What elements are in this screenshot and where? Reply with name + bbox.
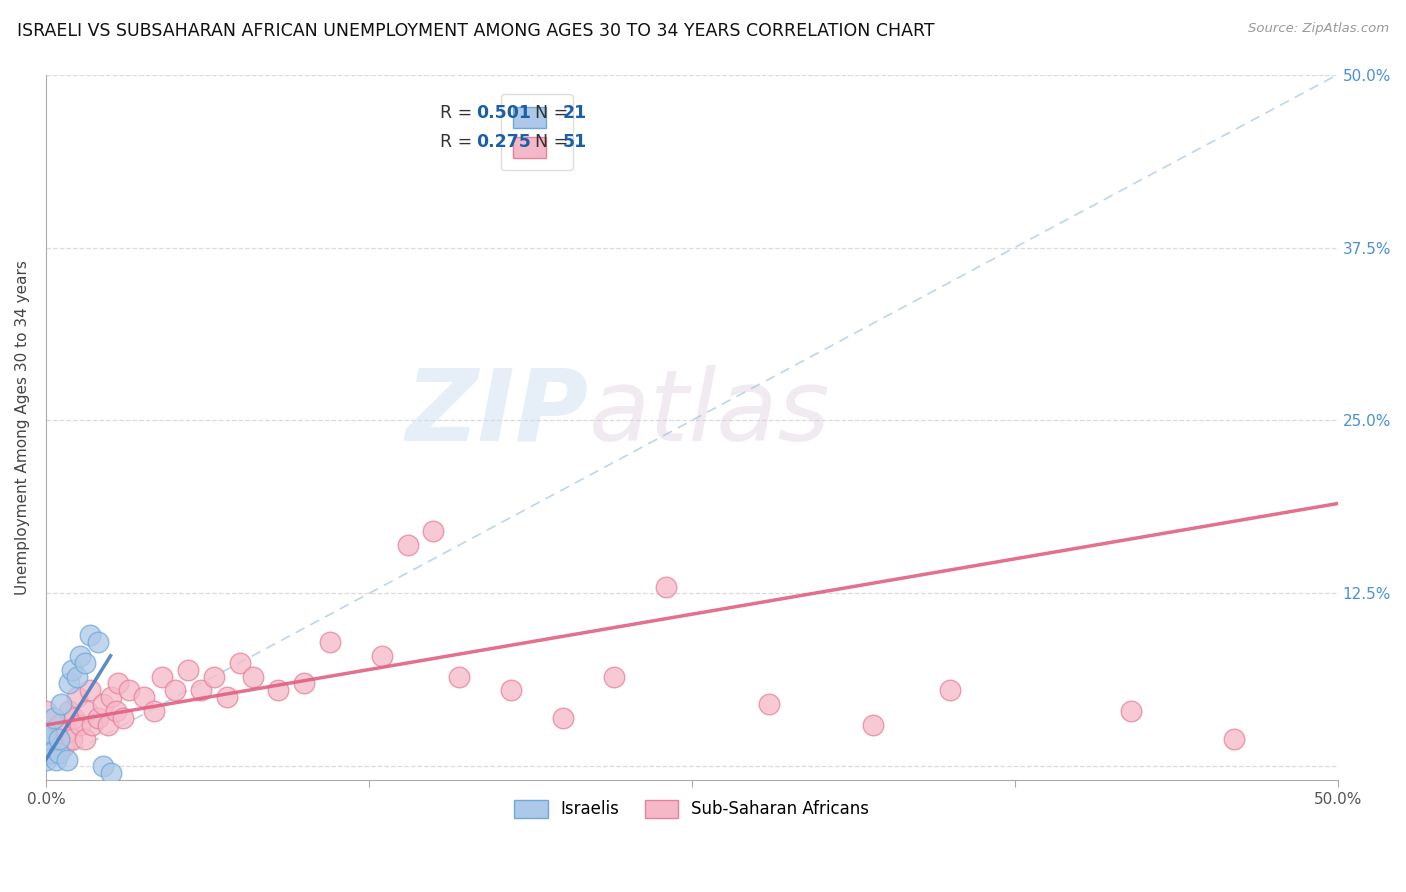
Text: 0.501: 0.501	[477, 104, 531, 122]
Point	[58, 676, 80, 690]
Text: ZIP: ZIP	[405, 365, 589, 462]
Point	[48, 746, 70, 760]
Point	[107, 676, 129, 690]
Point	[655, 580, 678, 594]
Point	[190, 683, 212, 698]
Point	[86, 635, 108, 649]
Point	[143, 704, 166, 718]
Point	[63, 711, 86, 725]
Point	[86, 711, 108, 725]
Point	[319, 635, 342, 649]
Point	[35, 704, 58, 718]
Point	[66, 669, 89, 683]
Y-axis label: Unemployment Among Ages 30 to 34 years: Unemployment Among Ages 30 to 34 years	[15, 260, 30, 595]
Point	[35, 746, 58, 760]
Text: 21: 21	[562, 104, 586, 122]
Point	[73, 731, 96, 746]
Point	[862, 718, 884, 732]
Point	[228, 656, 250, 670]
Text: Source: ZipAtlas.com: Source: ZipAtlas.com	[1249, 22, 1389, 36]
Point	[51, 697, 73, 711]
Point	[165, 683, 187, 698]
Point	[69, 718, 91, 732]
Point	[76, 704, 98, 718]
Point	[422, 524, 444, 539]
Point	[48, 718, 70, 732]
Point	[104, 704, 127, 718]
Point	[267, 683, 290, 698]
Point	[69, 648, 91, 663]
Point	[499, 683, 522, 698]
Point	[66, 690, 89, 705]
Point	[242, 669, 264, 683]
Point	[292, 676, 315, 690]
Point	[371, 648, 394, 663]
Point	[1223, 731, 1246, 746]
Text: N =: N =	[524, 133, 574, 151]
Legend: Israelis, Sub-Saharan Africans: Israelis, Sub-Saharan Africans	[508, 793, 876, 825]
Point	[758, 697, 780, 711]
Point	[48, 731, 70, 746]
Point	[60, 663, 83, 677]
Point	[150, 669, 173, 683]
Point	[177, 663, 200, 677]
Point	[117, 683, 139, 698]
Point	[112, 711, 135, 725]
Point	[82, 718, 104, 732]
Point	[215, 690, 238, 705]
Text: N =: N =	[524, 104, 574, 122]
Point	[551, 711, 574, 725]
Point	[35, 753, 58, 767]
Point	[35, 739, 58, 753]
Point	[449, 669, 471, 683]
Point	[42, 711, 65, 725]
Point	[45, 753, 67, 767]
Point	[53, 739, 76, 753]
Point	[97, 718, 120, 732]
Point	[55, 724, 77, 739]
Text: R =: R =	[440, 133, 478, 151]
Point	[35, 739, 58, 753]
Point	[35, 731, 58, 746]
Point	[73, 656, 96, 670]
Point	[79, 683, 101, 698]
Point	[603, 669, 626, 683]
Point	[35, 724, 58, 739]
Point	[134, 690, 156, 705]
Text: R =: R =	[440, 104, 478, 122]
Point	[79, 628, 101, 642]
Text: 51: 51	[562, 133, 586, 151]
Point	[39, 746, 62, 760]
Point	[396, 538, 419, 552]
Text: atlas: atlas	[589, 365, 830, 462]
Point	[58, 704, 80, 718]
Point	[45, 746, 67, 760]
Point	[35, 724, 58, 739]
Point	[91, 697, 114, 711]
Point	[60, 731, 83, 746]
Point	[939, 683, 962, 698]
Point	[202, 669, 225, 683]
Text: ISRAELI VS SUBSAHARAN AFRICAN UNEMPLOYMENT AMONG AGES 30 TO 34 YEARS CORRELATION: ISRAELI VS SUBSAHARAN AFRICAN UNEMPLOYME…	[17, 22, 935, 40]
Point	[55, 753, 77, 767]
Point	[100, 766, 122, 780]
Text: 0.275: 0.275	[477, 133, 531, 151]
Point	[1119, 704, 1142, 718]
Point	[91, 759, 114, 773]
Point	[100, 690, 122, 705]
Point	[45, 731, 67, 746]
